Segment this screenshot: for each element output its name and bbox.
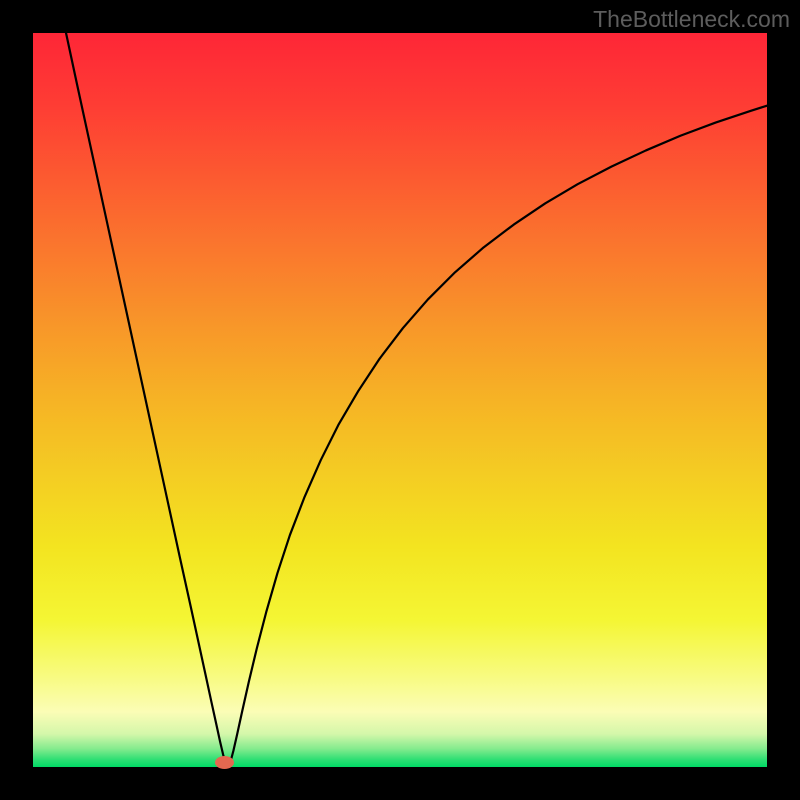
plot-area — [33, 33, 767, 767]
chart-container: TheBottleneck.com — [0, 0, 800, 800]
minimum-marker — [215, 756, 234, 769]
watermark-text: TheBottleneck.com — [593, 6, 790, 33]
gradient-background — [33, 33, 767, 767]
